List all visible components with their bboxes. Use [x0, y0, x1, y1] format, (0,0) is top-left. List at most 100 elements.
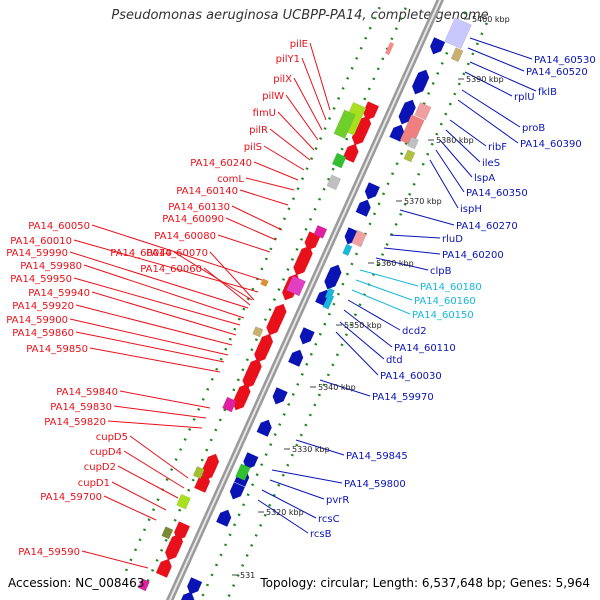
- red-gene-arrow: [194, 473, 211, 493]
- left-leader-line: [89, 347, 221, 373]
- right-leader-line: [269, 479, 325, 500]
- right-leader-line: [347, 299, 401, 331]
- right-gene-label: PA14_60150: [412, 310, 474, 321]
- right-gene-label: ileS: [482, 158, 500, 169]
- right-gene-label: PA14_59800: [344, 479, 406, 490]
- kbp-tick-label: 5340 kbp: [318, 383, 356, 392]
- right-gene-label: ribF: [488, 142, 507, 153]
- kbp-tick-label: 5320 kbp: [266, 508, 304, 517]
- left-gene-label: cupD1: [78, 478, 110, 489]
- left-gene-label: PA14_60130: [168, 202, 230, 213]
- right-leader-line: [439, 139, 473, 178]
- left-gene-label: PA14_60050: [28, 221, 90, 232]
- left-gene-label: pilR: [249, 125, 268, 136]
- kbp-tick-label: 5400 kbp: [472, 15, 510, 24]
- red-gene-arrow: [155, 558, 172, 578]
- left-leader-line: [91, 291, 237, 336]
- right-leader-line: [469, 37, 533, 60]
- red-gene-arrow: [293, 256, 310, 276]
- right-gene-label: rluD: [442, 234, 463, 245]
- olive-gene-block: [403, 149, 416, 163]
- magenta-gene-block: [313, 224, 328, 239]
- kbp-tick-label: 5380 kbp: [436, 136, 474, 145]
- magenta-gene-block: [286, 275, 306, 297]
- blue-gene-arrow: [364, 182, 380, 200]
- right-gene-label: clpB: [430, 266, 452, 277]
- green-gene-block: [176, 493, 191, 510]
- gene-features: [137, 17, 472, 600]
- left-leader-line: [103, 495, 157, 521]
- left-leader-line: [75, 304, 233, 346]
- gene-block: [176, 493, 191, 510]
- right-gene-label: PA14_60200: [442, 250, 504, 261]
- left-gene-label: PA14_60010: [10, 236, 72, 247]
- left-leader-line: [119, 390, 211, 409]
- green-gene-block: [192, 466, 205, 480]
- red-gene-arrow: [363, 101, 379, 121]
- left-gene-label: PA14_59990: [6, 248, 68, 259]
- red-gene-arrow: [254, 343, 271, 363]
- right-leader-line: [271, 469, 343, 484]
- left-labels: pilE pilY1 pilX pilW fimU pilR pilS PA14_60240c…: [6, 39, 331, 569]
- left-gene-label: pilS: [244, 142, 262, 153]
- left-gene-label: PA14_59700: [40, 492, 102, 503]
- red-gene-arrow: [351, 126, 368, 146]
- right-leader-line: [469, 61, 537, 92]
- left-gene-label: PA14_59940: [28, 288, 90, 299]
- right-leader-line: [449, 119, 487, 147]
- cyan-gene-block: [322, 293, 335, 310]
- left-leader-line: [73, 277, 241, 326]
- gene-arrow-shape: [363, 101, 379, 121]
- left-leader-line: [239, 189, 289, 206]
- left-leader-line: [75, 331, 225, 363]
- right-leader-line: [319, 379, 371, 397]
- gene-arrow-shape: [389, 124, 405, 142]
- left-leader-line: [225, 217, 277, 241]
- map-title: Pseudomonas aeruginosa UCBPP-PA14, compl…: [111, 8, 489, 23]
- blue-gene-arrow: [412, 77, 428, 95]
- right-gene-label: PA14_59845: [346, 451, 408, 462]
- genome-info-text: Topology: circular; Length: 6,537,648 bp…: [260, 576, 590, 590]
- right-gene-label: PA14_59970: [372, 392, 434, 403]
- blue-gene-arrow: [324, 272, 340, 290]
- right-leader-line: [445, 129, 481, 163]
- right-leader-line: [383, 247, 441, 255]
- gene-block: [342, 243, 353, 257]
- gene-block: [331, 152, 347, 169]
- right-leader-line: [375, 257, 429, 271]
- right-gene-label: PA14_60270: [456, 221, 518, 232]
- left-leader-line: [113, 405, 207, 419]
- right-gene-label: ispH: [460, 204, 482, 215]
- gene-arrow-shape: [288, 349, 304, 367]
- left-gene-label: pilE: [290, 39, 308, 50]
- gene-arrow-shape: [243, 452, 259, 470]
- left-gene-label: comL: [217, 174, 244, 185]
- gene-arrow-shape: [293, 256, 310, 276]
- left-leader-line: [245, 177, 295, 191]
- right-leader-line: [467, 47, 525, 72]
- blue-gene-arrow: [389, 124, 405, 142]
- red-gene-arrow: [266, 316, 283, 336]
- gene-arrow-shape: [216, 509, 232, 527]
- right-leader-line: [351, 289, 411, 315]
- blue-gene-arrow: [187, 577, 203, 595]
- gene-block: [322, 293, 335, 310]
- left-gene-label: PA14_59840: [56, 387, 118, 398]
- left-gene-label: PA14_59920: [12, 301, 74, 312]
- left-leader-line: [277, 111, 315, 151]
- gene-arrow-shape: [155, 558, 172, 578]
- left-leader-line: [83, 264, 245, 319]
- left-leader-line: [91, 224, 263, 281]
- right-leader-line: [457, 99, 519, 144]
- right-leader-line: [461, 89, 521, 128]
- right-leader-line: [435, 149, 465, 193]
- accession-text: Accession: NC_008463: [8, 576, 145, 590]
- right-gene-label: PA14_60110: [394, 343, 456, 354]
- left-leader-line: [269, 128, 311, 161]
- left-gene-label: pilW: [262, 91, 284, 102]
- right-gene-label: lspA: [474, 173, 495, 184]
- right-gene-label: proB: [522, 123, 545, 134]
- left-gene-label: PA14_59860: [12, 328, 74, 339]
- gene-arrow-shape: [364, 182, 380, 200]
